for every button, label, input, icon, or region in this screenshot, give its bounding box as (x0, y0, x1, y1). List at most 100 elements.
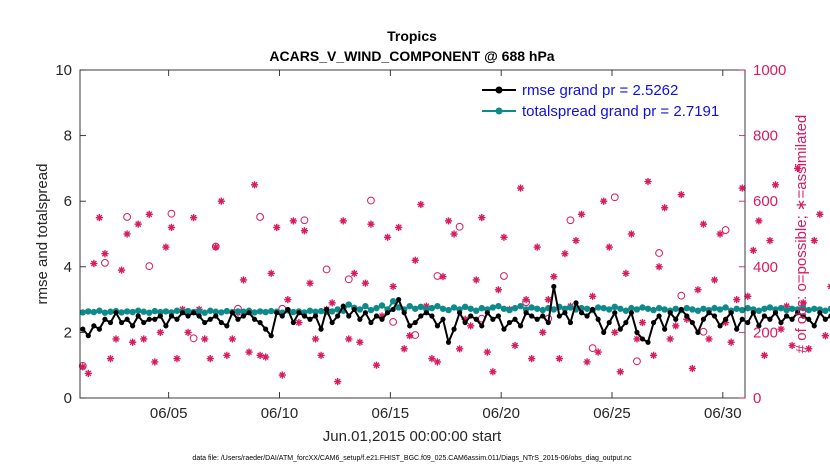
rmse-point (207, 316, 213, 322)
obs-assimilated-point (140, 335, 148, 343)
obs-assimilated-point (638, 318, 647, 327)
obs-possible-point (344, 275, 353, 284)
obs-assimilated-point (672, 322, 680, 330)
obs-assimilated-point (306, 279, 314, 287)
totalspread-point (661, 306, 668, 313)
rmse-point (163, 323, 169, 329)
obs-possible-point (167, 209, 176, 218)
rmse-point (80, 326, 86, 332)
totalspread-point (256, 308, 264, 315)
totalspread-point (362, 302, 369, 310)
y-tick-label-right: 800 (753, 128, 778, 145)
obs-assimilated-point (428, 355, 436, 363)
totalspread-point (146, 309, 153, 316)
totalspread-point (633, 306, 641, 313)
rmse-point (445, 339, 452, 345)
obs-possible-point (256, 213, 265, 221)
rmse-point (274, 310, 280, 316)
obs-assimilated-point (256, 351, 264, 359)
totalspread-point (500, 305, 508, 312)
rmse-point (484, 310, 490, 316)
rmse-point (157, 313, 163, 319)
obs-assimilated-point (633, 335, 641, 343)
obs-assimilated-point (694, 286, 702, 294)
totalspread-point (495, 302, 502, 310)
legend-spread-marker (495, 107, 503, 115)
rmse-point (562, 310, 568, 316)
rmse-point (296, 310, 302, 316)
obs-assimilated-point (467, 322, 475, 330)
obs-assimilated-point (555, 355, 563, 363)
rmse-point (645, 339, 651, 345)
rmse-point (601, 329, 607, 335)
obs-assimilated-point (810, 236, 818, 245)
obs-possible-point (633, 357, 641, 366)
rmse-point (490, 316, 496, 322)
obs-assimilated-point (583, 358, 591, 366)
totalspread-point (356, 306, 364, 313)
totalspread-point (461, 303, 469, 311)
rmse-point (711, 313, 718, 319)
rmse-point (263, 326, 269, 332)
obs-assimilated-point (106, 355, 115, 363)
rmse-point (567, 319, 574, 326)
rmse-point (257, 319, 263, 326)
totalspread-point (550, 306, 558, 313)
obs-assimilated-point (450, 230, 458, 238)
totalspread-point (600, 304, 607, 312)
totalspread-point (506, 306, 513, 314)
totalspread-point (733, 305, 740, 312)
obs-assimilated-point (666, 335, 674, 343)
rmse-point (107, 319, 114, 326)
obs-assimilated-point (516, 184, 525, 192)
obs-possible-point (211, 242, 220, 251)
totalspread-point (223, 307, 231, 315)
obs-assimilated-point (794, 164, 802, 172)
obs-possible-point (677, 291, 686, 300)
obs-assimilated-point (616, 368, 624, 376)
rmse-point (523, 310, 529, 316)
totalspread-point (184, 307, 192, 315)
totalspread-point (123, 308, 131, 315)
rmse-point (656, 313, 662, 319)
totalspread-point (134, 307, 142, 314)
data-file-footer: data file: /Users/raeder/DAI/ATM_forcXX/… (192, 455, 632, 462)
plot-frame (79, 69, 746, 399)
rmse-point (91, 323, 97, 329)
totalspread-point (378, 302, 386, 309)
rmse-point (213, 313, 219, 319)
rmse-point (540, 313, 546, 319)
obs-assimilated-point (478, 214, 486, 222)
rmse-point (346, 313, 352, 319)
rmse-point (800, 313, 806, 319)
totalspread-point (777, 304, 785, 312)
totalspread-point (251, 309, 258, 316)
rmse-point (761, 313, 767, 319)
obs-assimilated-point (361, 279, 369, 287)
obs-assimilated-point (289, 217, 297, 225)
obs-assimilated-point (389, 282, 397, 291)
totalspread-point (101, 309, 109, 316)
totalspread-point (450, 304, 458, 311)
totalspread-point (811, 305, 818, 312)
obs-possible-point (123, 213, 132, 221)
obs-assimilated-point (334, 378, 342, 386)
rmse-point (384, 310, 391, 316)
rmse-point (130, 323, 136, 329)
obs-assimilated-point (816, 210, 824, 218)
rmse-point (324, 306, 330, 313)
obs-assimilated-point (622, 269, 630, 277)
rmse-point (268, 333, 274, 339)
obs-assimilated-point (278, 371, 286, 379)
obs-assimilated-point (771, 181, 780, 189)
rmse-point (584, 313, 590, 319)
obs-assimilated-point (267, 269, 275, 277)
totalspread-point (412, 305, 419, 312)
obs-assimilated-point (699, 220, 708, 228)
rmse-point (174, 316, 180, 322)
rmse-point (224, 323, 230, 329)
rmse-point (96, 326, 102, 332)
totalspread-point (118, 309, 125, 316)
obs-assimilated-point (417, 200, 425, 209)
obs-assimilated-point (760, 351, 768, 359)
